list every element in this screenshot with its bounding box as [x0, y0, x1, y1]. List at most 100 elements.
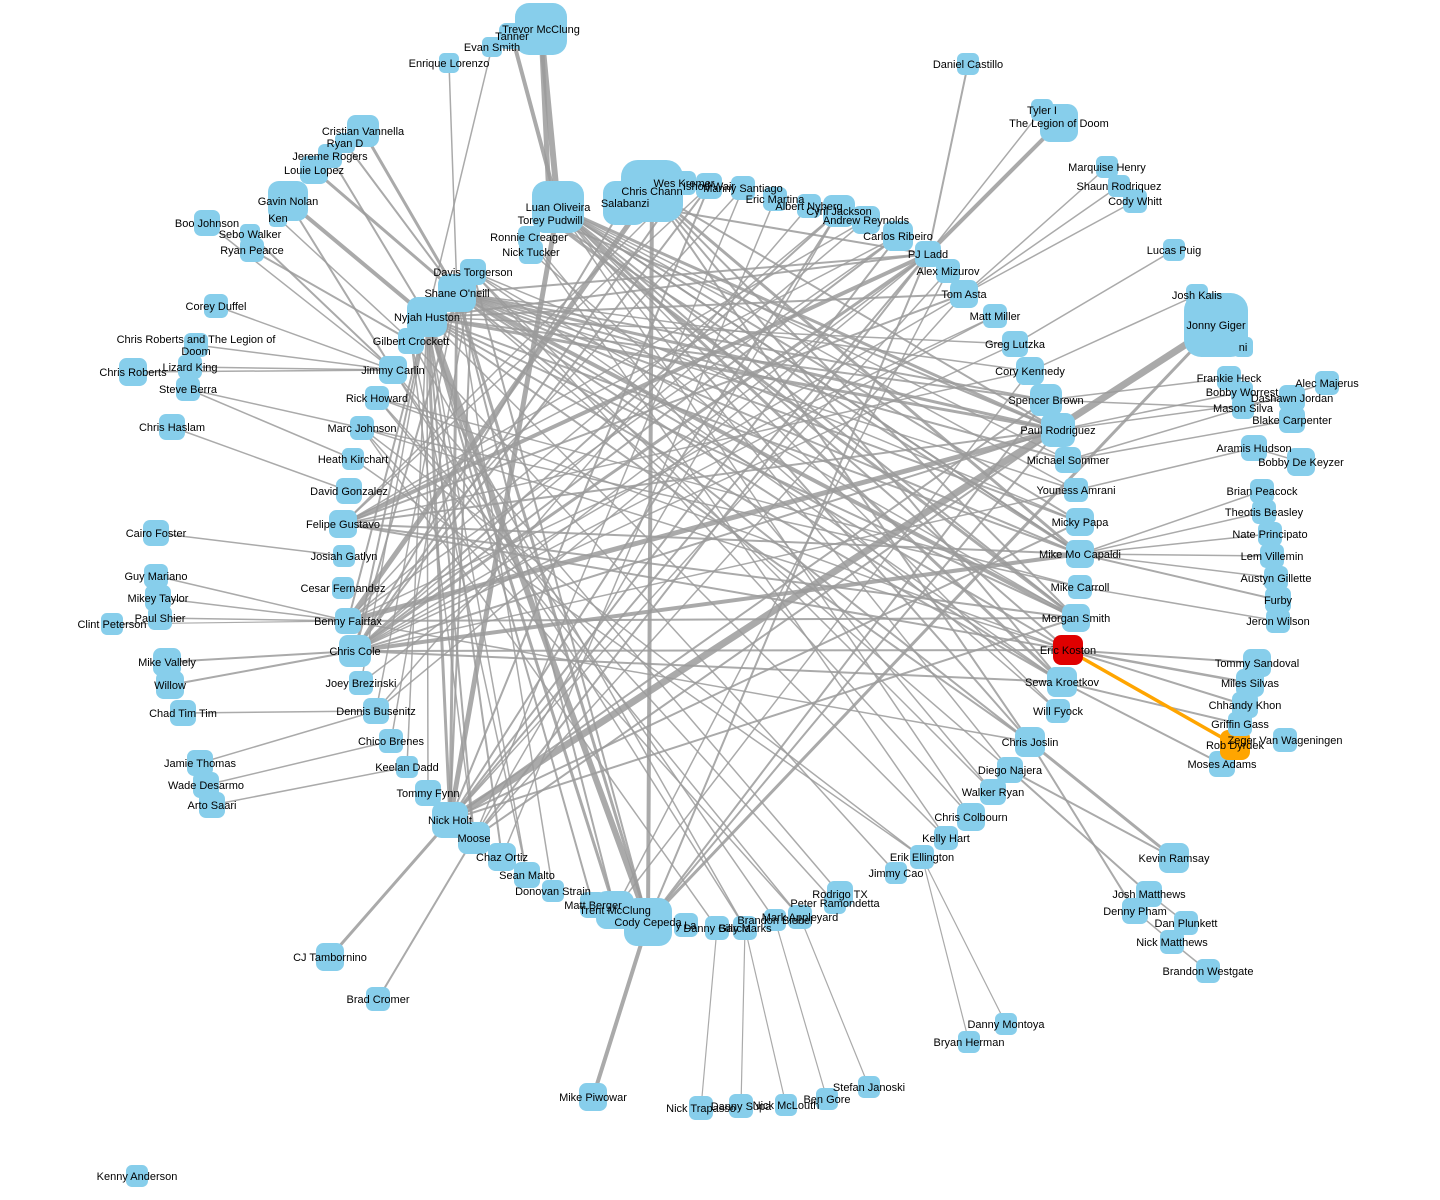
node-austyn-gillette[interactable] — [1264, 566, 1288, 590]
node-cory-kennedy[interactable] — [1016, 357, 1044, 385]
node-eric-martina[interactable] — [763, 187, 787, 211]
node-felipe-gustavo[interactable] — [329, 510, 357, 538]
node-mike-mo[interactable] — [1066, 540, 1094, 568]
node-danny-supa[interactable] — [729, 1094, 753, 1118]
node-paul-rodriguez[interactable] — [1041, 413, 1075, 447]
node-mike-piwowar[interactable] — [579, 1083, 607, 1111]
node-chico-brenes[interactable] — [379, 729, 403, 753]
node-michael-sommer[interactable] — [1055, 447, 1081, 473]
node-jonny-giger[interactable] — [1184, 293, 1248, 357]
node-mikey-taylor[interactable] — [145, 585, 171, 611]
node-bryan-herman[interactable] — [958, 1031, 980, 1053]
node-ben-gore[interactable] — [816, 1088, 838, 1110]
node-chris-roberts-lod[interactable] — [184, 333, 208, 357]
node-eric-koston[interactable] — [1053, 635, 1083, 665]
node-manny-santiago[interactable] — [731, 176, 755, 200]
node-chris-roberts[interactable] — [119, 358, 147, 386]
node-lucas-puig[interactable] — [1163, 239, 1185, 261]
node-david-gonzalez[interactable] — [336, 478, 362, 504]
node-heath-kirchart[interactable] — [342, 448, 364, 470]
node-brandon-westgate[interactable] — [1196, 959, 1220, 983]
node-kenny-anderson[interactable] — [126, 1165, 148, 1187]
node-carlos-ribeiro[interactable] — [883, 221, 913, 251]
node-marquise-henry[interactable] — [1096, 156, 1118, 178]
node-will-fyock[interactable] — [1046, 699, 1070, 723]
node-rob-dyrdek[interactable] — [1220, 730, 1250, 760]
node-chhandy-khon[interactable] — [1232, 692, 1258, 718]
node-tommy-sandoval[interactable] — [1243, 649, 1271, 677]
node-louie-lopez[interactable] — [300, 156, 328, 184]
node-cody-cepeda[interactable] — [624, 898, 672, 946]
node-aramis-hudson[interactable] — [1241, 435, 1267, 461]
node-greg-lutzka[interactable] — [1002, 331, 1028, 357]
node-chad-tim-tim[interactable] — [170, 700, 196, 726]
node-nate-principato[interactable] — [1258, 522, 1282, 546]
node-alec-majerus[interactable] — [1315, 371, 1339, 395]
node-shaun-rodriquez[interactable] — [1108, 175, 1130, 197]
node-andrew-reynolds[interactable] — [852, 206, 880, 234]
node-nick-matthews[interactable] — [1160, 930, 1184, 954]
node-mike-carroll[interactable] — [1068, 575, 1092, 599]
node-theotis-beasley[interactable] — [1252, 500, 1276, 524]
node-morgan-smith[interactable] — [1062, 604, 1090, 632]
node-chaz-ortiz[interactable] — [488, 843, 516, 871]
node-sewa-kroetkov[interactable] — [1047, 667, 1077, 697]
node-nick-tucker[interactable] — [519, 240, 543, 264]
node-nick-mclouth[interactable] — [775, 1094, 797, 1116]
node-matt-miller[interactable] — [983, 304, 1007, 328]
node-albert-nyberg[interactable] — [797, 194, 821, 218]
node-josh-matthews[interactable] — [1136, 881, 1162, 907]
node-brandon-biebel[interactable] — [764, 909, 786, 931]
node-jimmy-cao[interactable] — [885, 862, 907, 884]
node-nyjah-huston[interactable] — [407, 297, 447, 337]
node-furby[interactable] — [1265, 587, 1291, 613]
node-danny-montoya[interactable] — [995, 1013, 1017, 1035]
node-mark-appleyard[interactable] — [788, 905, 812, 929]
node-donovan-strain[interactable] — [542, 880, 564, 902]
node-evan-smith[interactable] — [482, 37, 502, 57]
node-ishod-wair[interactable] — [696, 173, 722, 199]
node-matt-berger[interactable] — [580, 892, 606, 918]
node-tom-asta[interactable] — [950, 280, 978, 308]
node-cairo-foster[interactable] — [143, 520, 169, 546]
node-guy-mariano[interactable] — [144, 564, 168, 588]
node-y-la[interactable] — [674, 913, 698, 937]
node-davis-torgerson[interactable] — [460, 259, 486, 285]
node-chris-colbourn[interactable] — [957, 803, 985, 831]
node-keelan-dadd[interactable] — [396, 756, 418, 778]
node-erik-ellington[interactable] — [910, 845, 934, 869]
node-ryan-pearce[interactable] — [240, 238, 264, 262]
node-legion-of-doom[interactable] — [1040, 104, 1078, 142]
node-chris-chann[interactable] — [621, 160, 683, 222]
node-blake-carpenter[interactable] — [1279, 407, 1305, 433]
node-chris-cole[interactable] — [339, 635, 371, 667]
node-paul-shier[interactable] — [148, 606, 172, 630]
node-diego-najera[interactable] — [997, 757, 1023, 783]
node-daniel-castillo[interactable] — [957, 53, 979, 75]
node-steve-berra[interactable] — [176, 377, 200, 401]
node-trevor-mcclung[interactable] — [515, 3, 567, 55]
node-dashawn-jordan[interactable] — [1279, 385, 1305, 411]
node-jimmy-carlin[interactable] — [379, 356, 407, 384]
node-stefan-janoski[interactable] — [858, 1076, 880, 1098]
node-pj-ladd[interactable] — [915, 241, 941, 267]
node-kelly-hart[interactable] — [934, 826, 958, 850]
node-lizard-king[interactable] — [178, 355, 202, 379]
node-wes-kremer[interactable] — [672, 171, 696, 195]
node-cody-whitt[interactable] — [1123, 189, 1147, 213]
node-jamie-thomas[interactable] — [187, 750, 213, 776]
node-marc-johnson[interactable] — [350, 416, 374, 440]
node-wade-desarmo[interactable] — [193, 772, 219, 798]
node-brad-cromer[interactable] — [366, 987, 390, 1011]
node-brian-peacock[interactable] — [1250, 479, 1274, 503]
node-chris-haslam[interactable] — [159, 414, 185, 440]
node-zeger[interactable] — [1273, 728, 1297, 752]
node-dennis-busenitz[interactable] — [363, 698, 389, 724]
node-arto-saari[interactable] — [199, 792, 225, 818]
node-cesar-fernandez[interactable] — [332, 577, 354, 599]
node-nick-holt[interactable] — [432, 802, 468, 838]
node-sean-malto[interactable] — [514, 862, 540, 888]
node-clint-peterson[interactable] — [101, 613, 123, 635]
node-bobby-de-keyzer[interactable] — [1287, 448, 1315, 476]
node-chris-joslin[interactable] — [1015, 727, 1045, 757]
